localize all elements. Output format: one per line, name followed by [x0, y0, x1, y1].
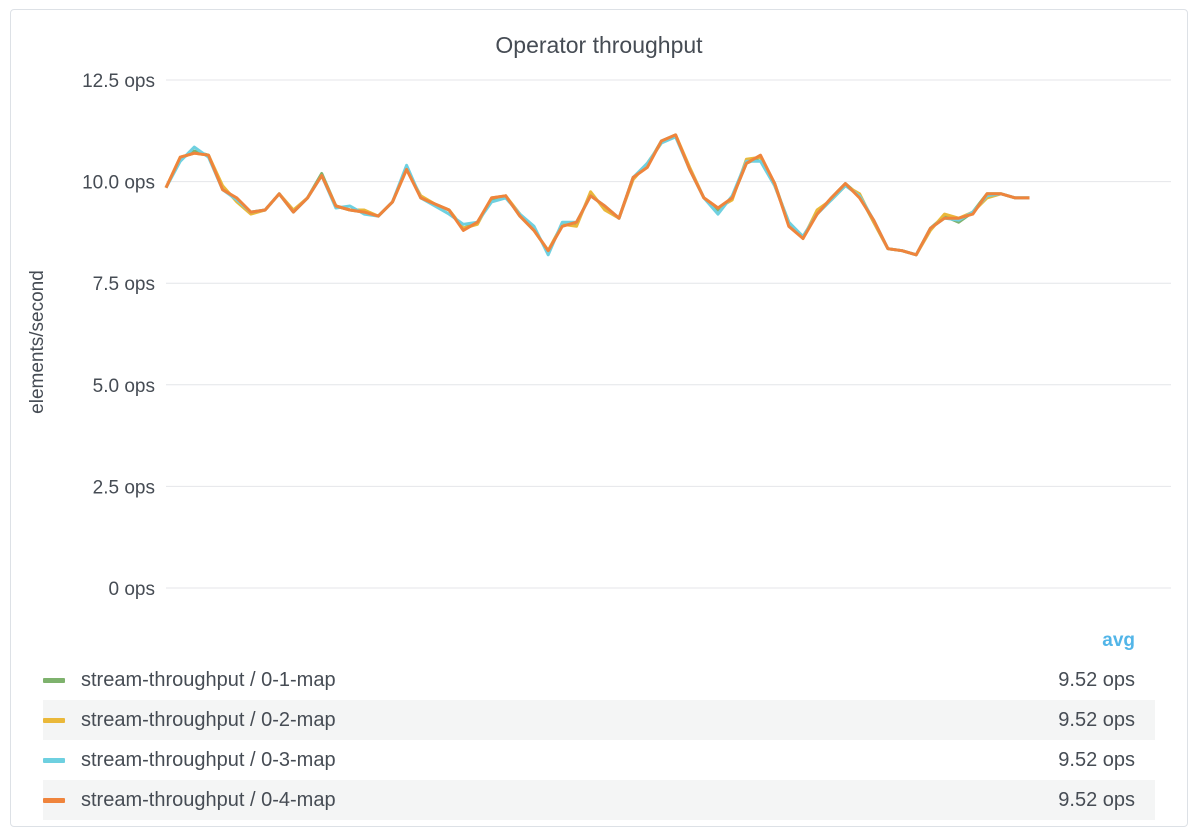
legend-series-name[interactable]: stream-throughput / 0-3-map: [81, 749, 336, 771]
legend-series-avg: 9.52 ops: [1058, 749, 1135, 771]
legend-item[interactable]: stream-throughput / 0-1-map 9.52 ops: [43, 660, 1155, 700]
chart-panel: Operator throughput 0 ops 2.5 ops 5.0 ops 7…: [10, 9, 1188, 827]
legend-swatch: [43, 798, 65, 803]
legend-series-name[interactable]: stream-throughput / 0-4-map: [81, 789, 336, 811]
legend-series-avg: 9.52 ops: [1058, 669, 1135, 691]
y-axis-ticks: 0 ops 2.5 ops 5.0 ops 7.5 ops 10.0 ops 12.5 o…: [82, 71, 155, 600]
legend-series-avg: 9.52 ops: [1058, 789, 1135, 811]
y-tick-label: 2.5 ops: [93, 477, 155, 498]
legend-series-name[interactable]: stream-throughput / 0-1-map: [81, 669, 336, 691]
legend: avg stream-throughput / 0-1-map 9.52 ops…: [43, 622, 1155, 820]
series-line: [164, 133, 1030, 257]
series-line: [164, 133, 1030, 257]
legend-swatch: [43, 678, 65, 683]
line-chart: 0 ops 2.5 ops 5.0 ops 7.5 ops 10.0 ops 12.5 o…: [27, 71, 1171, 600]
y-tick-label: 10.0 ops: [82, 173, 155, 194]
y-axis-label: elements/second: [27, 270, 48, 414]
grid: [166, 79, 1171, 589]
y-tick-label: 7.5 ops: [93, 274, 155, 295]
series-line: [164, 135, 1030, 257]
legend-item[interactable]: stream-throughput / 0-3-map 9.52 ops: [43, 740, 1155, 780]
legend-avg-header[interactable]: avg: [1102, 630, 1135, 651]
legend-item[interactable]: stream-throughput / 0-4-map 9.52 ops: [43, 780, 1155, 820]
legend-series-name[interactable]: stream-throughput / 0-2-map: [81, 709, 336, 731]
panel-title: Operator throughput: [495, 32, 703, 58]
legend-item[interactable]: stream-throughput / 0-2-map 9.52 ops: [43, 700, 1155, 740]
y-tick-label: 0 ops: [109, 579, 155, 600]
series-lines: [164, 133, 1030, 257]
legend-series-avg: 9.52 ops: [1058, 709, 1135, 731]
y-tick-label: 12.5 ops: [82, 71, 155, 92]
legend-swatch: [43, 758, 65, 763]
series-line: [164, 133, 1030, 257]
y-tick-label: 5.0 ops: [93, 376, 155, 397]
legend-swatch: [43, 718, 65, 723]
